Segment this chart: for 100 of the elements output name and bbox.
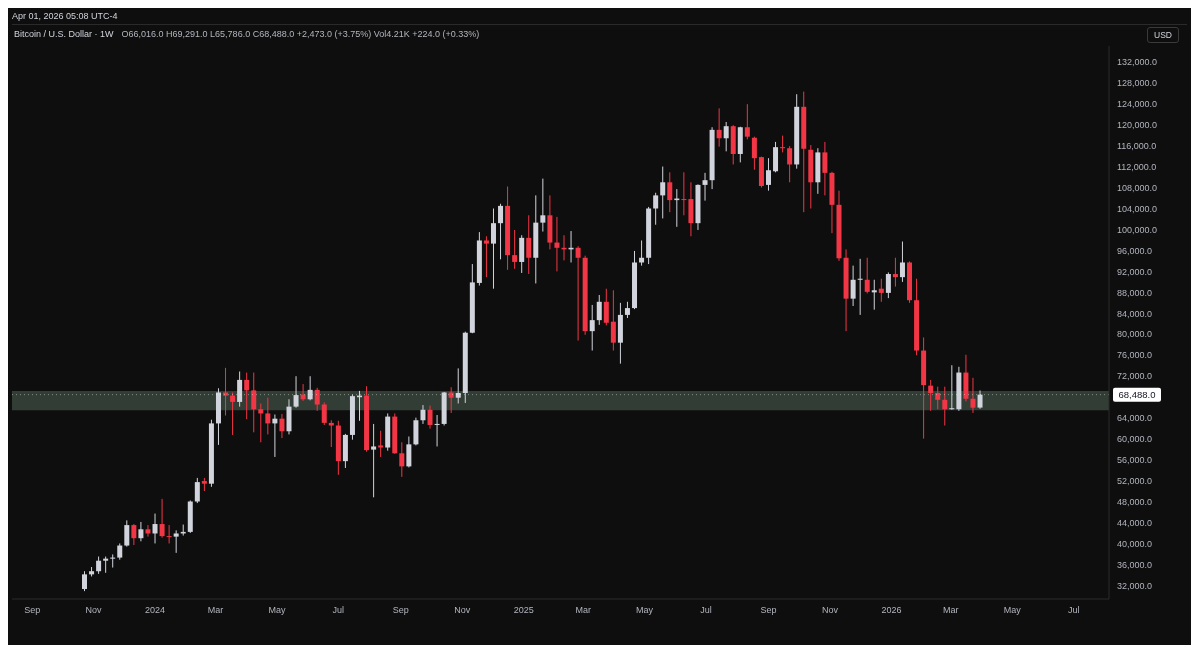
y-tick-label: 96,000.0 [1117, 245, 1153, 256]
y-tick-label: 32,000.0 [1117, 581, 1153, 592]
x-tick-label: Sep [392, 605, 409, 616]
candlestick [131, 523, 137, 546]
x-tick-label: 2024 [145, 605, 166, 616]
candlestick [244, 372, 250, 420]
y-tick-label: 56,000.0 [1117, 455, 1153, 466]
candlestick [787, 145, 793, 183]
x-tick-label: 2025 [513, 605, 534, 616]
y-tick-label: 84,000.0 [1117, 308, 1153, 319]
y-tick-label: 108,000.0 [1117, 182, 1158, 193]
candlestick [166, 524, 172, 544]
candlestick [258, 402, 264, 443]
candlestick [970, 377, 976, 414]
x-tick-label: Jul [332, 605, 345, 616]
candlestick [406, 436, 412, 468]
y-tick-label: 128,000.0 [1117, 77, 1158, 88]
candlestick [448, 386, 454, 414]
y-tick-label: 112,000.0 [1117, 161, 1157, 172]
candlestick [589, 304, 595, 352]
x-tick-label: May [268, 605, 286, 616]
y-tick-label: 44,000.0 [1117, 518, 1153, 529]
y-tick-label: 88,000.0 [1117, 287, 1153, 298]
candlestick [850, 265, 856, 307]
candlestick [293, 375, 299, 409]
candlestick [610, 289, 616, 352]
candlestick [603, 288, 609, 326]
candlestick [498, 203, 504, 260]
x-tick-label: Mar [943, 605, 959, 616]
y-tick-label: 100,000.0 [1117, 224, 1158, 235]
y-tick-label: 36,000.0 [1117, 560, 1153, 571]
x-tick-label: May [1003, 605, 1022, 616]
candlestick [977, 389, 983, 410]
candlestick [878, 278, 884, 303]
y-tick-label: 132,000.0 [1117, 56, 1158, 67]
candlestick [230, 391, 236, 436]
y-tick-label: 72,000.0 [1117, 371, 1153, 382]
candlestick [490, 207, 496, 290]
candlestick [723, 121, 729, 152]
text: Apr 01, 2026 05:08 UTC-4 [12, 11, 118, 21]
y-tick-label: 76,000.0 [1117, 350, 1153, 361]
y-tick-label: 52,000.0 [1117, 476, 1153, 487]
candlestick [251, 372, 257, 433]
candlestick [399, 441, 405, 478]
x-tick-label: Nov [85, 605, 103, 616]
y-tick-label: 116,000.0 [1117, 140, 1157, 151]
y-tick-label: 124,000.0 [1117, 98, 1158, 109]
x-tick-label: Mar [575, 605, 591, 616]
candlestick [928, 379, 934, 412]
candlestick [540, 178, 546, 233]
candlestick [371, 423, 377, 498]
candlestick [892, 257, 898, 288]
candlestick [822, 141, 828, 196]
candlestick [321, 401, 327, 426]
y-tick-label: 120,000.0 [1117, 119, 1158, 130]
candlestick [885, 271, 891, 299]
candlestick [751, 136, 757, 171]
candlestick [667, 171, 673, 213]
candlestick [427, 405, 433, 430]
candlestick [857, 258, 863, 316]
candlestick [716, 107, 722, 148]
candlestick [702, 172, 708, 202]
candlestick [307, 375, 313, 401]
candlestick [173, 529, 179, 554]
candlestick [159, 498, 165, 539]
candlestick [765, 157, 771, 192]
candlestick [871, 279, 877, 311]
candlestick [145, 524, 151, 538]
candlestick [681, 171, 687, 216]
candlestick [237, 371, 243, 408]
x-tick-label: Sep [24, 605, 41, 616]
candlestick [279, 413, 285, 439]
y-tick-label: 48,000.0 [1117, 497, 1153, 508]
x-tick-label: Sep [760, 605, 777, 616]
candlestick [935, 386, 941, 410]
candlestick [575, 245, 581, 342]
x-tick-label: Nov [821, 605, 839, 616]
candlestick [864, 257, 870, 294]
y-tick-label: 40,000.0 [1117, 539, 1153, 550]
candlestick [265, 397, 271, 435]
y-tick-label: 60,000.0 [1117, 434, 1153, 445]
x-tick-label: Mar [207, 605, 224, 616]
candlestick [942, 386, 948, 426]
candlestick [526, 214, 532, 275]
candlestick [653, 192, 659, 226]
candlestick [420, 404, 426, 425]
candlestick [512, 229, 518, 270]
x-tick-label: Nov [454, 605, 471, 616]
x-tick-label: Jul [1067, 605, 1080, 616]
candlestick [138, 521, 144, 542]
candlestick [660, 166, 666, 219]
y-tick-label: 104,000.0 [1117, 203, 1158, 214]
text: USD [1147, 27, 1179, 43]
candlestick [554, 216, 560, 272]
ref-line-label: 68,488.0 [1118, 389, 1156, 401]
x-tick-label: Jul [700, 605, 712, 616]
candlestick [124, 519, 130, 548]
chart-title: Bitcoin / U.S. Dollar · 1W [14, 29, 114, 39]
candlestick [483, 235, 489, 278]
y-tick-label: 92,000.0 [1117, 266, 1153, 277]
